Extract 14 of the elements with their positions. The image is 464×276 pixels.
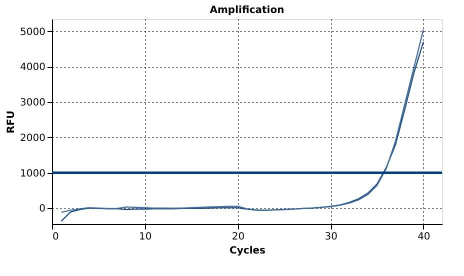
y-tick-label: 5000 xyxy=(20,26,46,38)
y-tick-label: 3000 xyxy=(20,98,46,109)
x-tick-label: 40 xyxy=(418,232,430,242)
x-tick-label: 20 xyxy=(232,232,245,242)
x-tick-label: 10 xyxy=(138,232,152,242)
y-tick-label: 0 xyxy=(39,204,46,215)
x-tick-label: 30 xyxy=(324,232,338,242)
y-tick-label: 1000 xyxy=(20,168,46,180)
x-axis-title: Cycles xyxy=(230,246,266,256)
x-tick-label: 0 xyxy=(52,232,59,242)
y-tick-label: 4000 xyxy=(20,62,46,74)
y-axis-title: RFU xyxy=(6,110,18,134)
chart-title: Amplification xyxy=(210,5,284,16)
y-tick-label: 2000 xyxy=(20,132,46,144)
